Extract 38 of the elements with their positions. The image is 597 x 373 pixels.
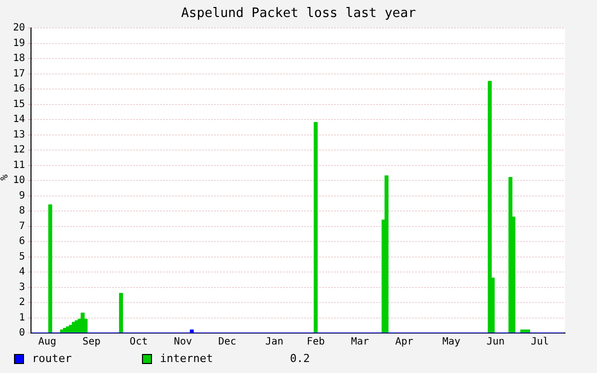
y-tick-label: 12 bbox=[12, 144, 26, 156]
y-tick-label: 13 bbox=[12, 129, 26, 140]
legend-label: router bbox=[32, 352, 72, 365]
y-tick-label: 0 bbox=[19, 328, 26, 339]
x-tick-label: Jul bbox=[530, 336, 549, 348]
x-tick-label: Feb bbox=[306, 336, 325, 348]
y-tick-label: 7 bbox=[19, 220, 26, 232]
legend-label: internet bbox=[160, 352, 213, 365]
y-tick-label: 20 bbox=[12, 22, 26, 34]
x-tick-label: Jun bbox=[486, 336, 505, 348]
y-tick-label: 5 bbox=[19, 251, 26, 262]
chart-title: Aspelund Packet loss last year bbox=[180, 6, 417, 21]
y-tick-label: 15 bbox=[12, 98, 26, 110]
x-tick-label: Oct bbox=[130, 336, 148, 348]
x-tick-label: Mar bbox=[350, 336, 370, 348]
x-tick-label: Jan bbox=[265, 336, 284, 348]
x-tick-label: Apr bbox=[395, 336, 414, 348]
y-tick-label: 17 bbox=[12, 68, 26, 80]
y-tick-label: 19 bbox=[12, 38, 26, 49]
x-tick-label: May bbox=[442, 336, 460, 348]
x-tick-label: Nov bbox=[174, 336, 192, 348]
y-tick-label: 16 bbox=[12, 84, 26, 95]
y-tick-label: 18 bbox=[12, 53, 26, 64]
x-tick-label: Dec bbox=[218, 336, 236, 348]
x-tick-label: Aug bbox=[38, 336, 56, 348]
y-tick-label: 6 bbox=[19, 236, 26, 248]
y-tick-label: 4 bbox=[19, 266, 26, 278]
y-tick-label: 14 bbox=[12, 114, 26, 126]
text: 0.2 bbox=[290, 352, 310, 365]
y-tick-label: 11 bbox=[12, 160, 26, 171]
y-tick-label: 2 bbox=[19, 297, 26, 308]
y-tick-label: 3 bbox=[19, 282, 26, 293]
y-tick-label: 10 bbox=[12, 175, 26, 186]
y-axis-title: % bbox=[0, 174, 11, 181]
y-tick-label: 8 bbox=[19, 206, 26, 217]
y-tick-label: 9 bbox=[19, 190, 26, 202]
y-tick-label: 1 bbox=[19, 312, 26, 324]
x-tick-label: Sep bbox=[82, 336, 101, 348]
